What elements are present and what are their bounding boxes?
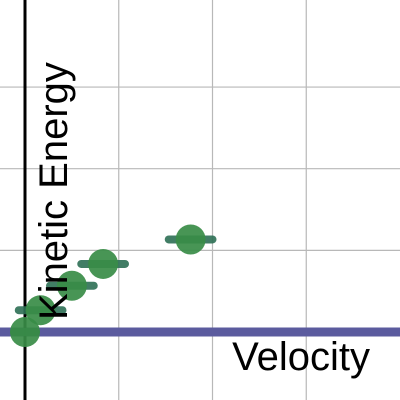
data-points [10,224,206,347]
data-point-2 [56,270,87,301]
data-point-4 [175,224,206,255]
data-point-3 [88,248,119,279]
y-axis-label: Kinetic Energy [32,62,76,320]
x-axis-label: Velocity [232,335,370,379]
data-point-1 [25,295,56,326]
data-point-0 [10,316,40,347]
